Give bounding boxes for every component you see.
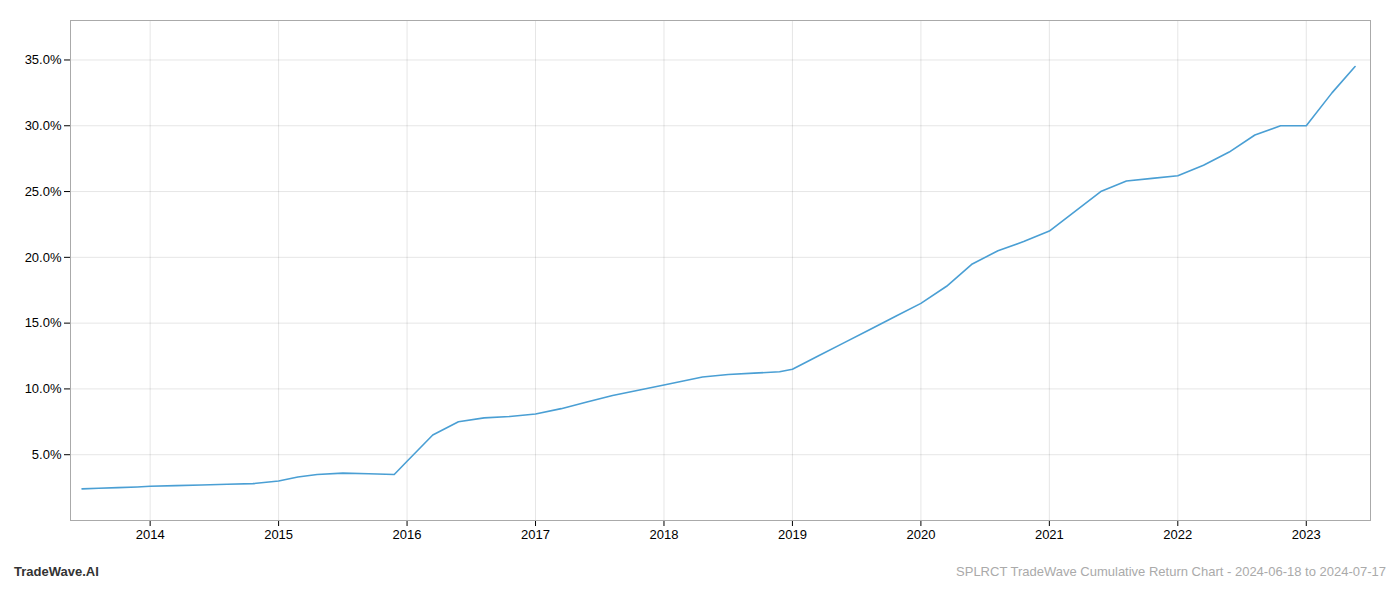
svg-text:30.0%: 30.0% [25, 118, 62, 133]
html-text:TradeWave.AI: TradeWave.AI [14, 564, 99, 579]
svg-text:20.0%: 20.0% [25, 250, 62, 265]
svg-text:35.0%: 35.0% [25, 52, 62, 67]
svg-text:2015: 2015 [264, 527, 293, 542]
svg-text:15.0%: 15.0% [25, 315, 62, 330]
svg-text:5.0%: 5.0% [32, 447, 62, 462]
svg-text:2017: 2017 [521, 527, 550, 542]
svg-text:2022: 2022 [1163, 527, 1192, 542]
svg-text:10.0%: 10.0% [25, 381, 62, 396]
svg-text:2016: 2016 [393, 527, 422, 542]
svg-text:2019: 2019 [778, 527, 807, 542]
svg-text:2021: 2021 [1035, 527, 1064, 542]
svg-text:2020: 2020 [906, 527, 935, 542]
svg-text:2018: 2018 [650, 527, 679, 542]
svg-text:2014: 2014 [136, 527, 165, 542]
svg-text:2023: 2023 [1292, 527, 1321, 542]
html-text:SPLRCT TradeWave Cumulative Re: SPLRCT TradeWave Cumulative Return Chart… [956, 564, 1386, 579]
svg-text:25.0%: 25.0% [25, 184, 62, 199]
